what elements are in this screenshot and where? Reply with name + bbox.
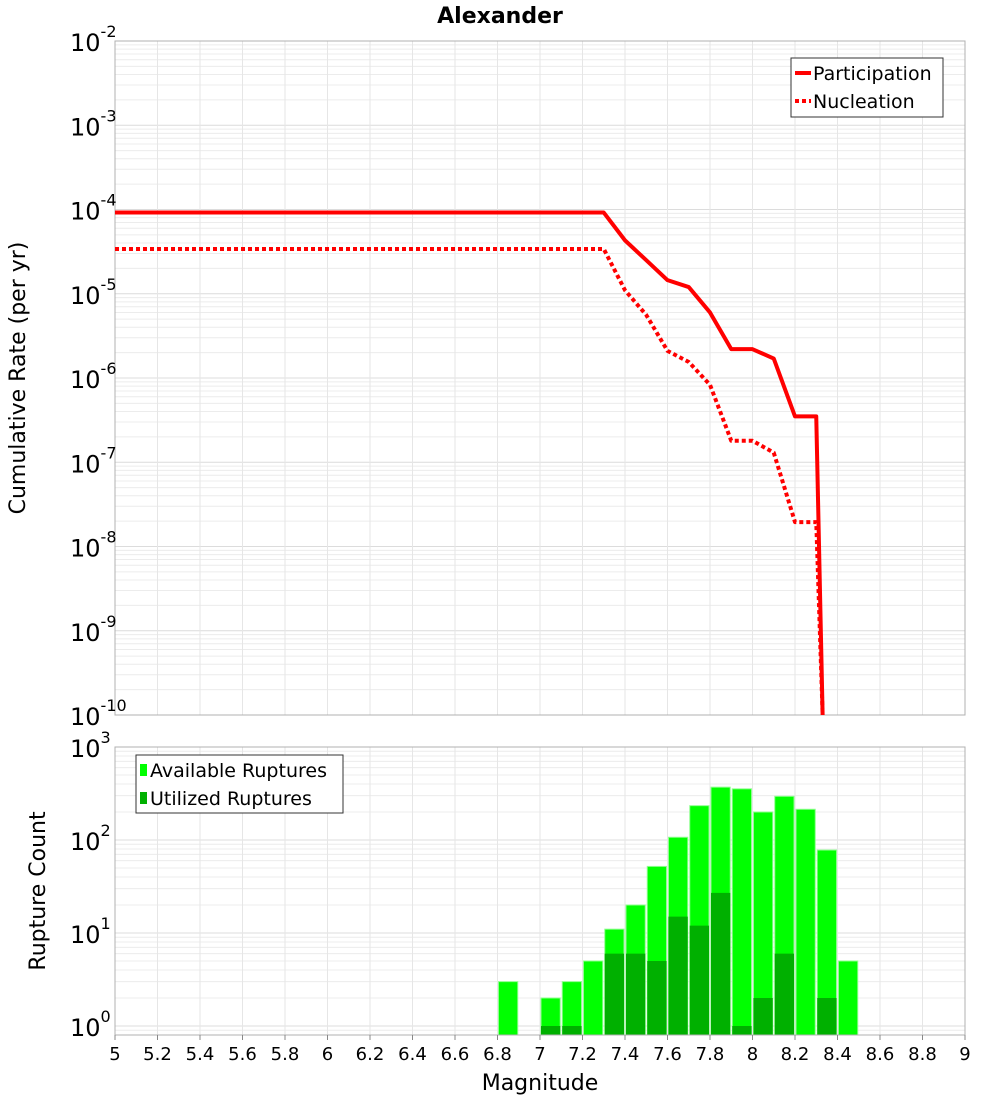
legend-box — [135, 754, 344, 814]
x-tick-label: 6.8 — [483, 1044, 512, 1065]
legend-label: Nucleation — [813, 91, 915, 113]
y-tick-label: 10-2 — [70, 22, 117, 57]
x-tick-label: 5.4 — [186, 1044, 215, 1065]
x-tick-label: 6.6 — [441, 1044, 470, 1065]
bar-available — [795, 808, 816, 1036]
bar-available — [583, 960, 604, 1036]
legend-swatch — [140, 764, 147, 776]
chart-title: Alexander — [437, 4, 563, 29]
legend-count: Available Ruptures Utilized Ruptures — [135, 754, 344, 814]
rate-plot: 10-10 10-9 10-8 10-7 10-6 10-5 10-4 10-3 10-2 Par… — [70, 22, 966, 731]
x-tick-label: 8.4 — [823, 1044, 852, 1065]
bar-utilized — [604, 953, 624, 1035]
y-tick-label: 10-4 — [70, 191, 117, 226]
y-tick-label: 10-5 — [70, 275, 117, 310]
x-tick-label: 6 — [322, 1044, 333, 1065]
x-axis-label: Magnitude — [482, 1071, 599, 1096]
x-tick-label: 8 — [747, 1044, 758, 1065]
x-tick-label: 8.6 — [866, 1044, 895, 1065]
x-tick-label: 8.8 — [908, 1044, 937, 1065]
y-tick-label: 10-8 — [70, 528, 117, 563]
legend-box — [790, 57, 944, 118]
x-tick-label: 5.6 — [228, 1044, 257, 1065]
bar-utilized — [541, 1026, 561, 1035]
bar-utilized — [668, 916, 688, 1035]
bar-available — [498, 981, 519, 1036]
bar-utilized — [647, 960, 667, 1035]
bar-utilized — [774, 953, 794, 1035]
legend-rate: Participation Nucleation — [790, 57, 944, 118]
x-tick-label: 6.4 — [398, 1044, 427, 1065]
legend-swatch — [140, 792, 147, 804]
x-tick-label: 5.8 — [271, 1044, 300, 1065]
x-tick-label: 7.8 — [696, 1044, 725, 1065]
series-line-nucleation — [115, 246, 825, 716]
y-tick-label: 10-3 — [70, 106, 117, 141]
legend-label: Available Ruptures — [150, 760, 327, 782]
bar-utilized — [753, 998, 773, 1035]
y-tick-label: 10-6 — [70, 359, 117, 394]
bar-available — [731, 788, 752, 1036]
x-tick-label: 9 — [959, 1044, 970, 1065]
bar-utilized — [562, 1026, 582, 1035]
y-tick-label: 10-7 — [70, 443, 117, 478]
legend-label: Participation — [813, 63, 932, 85]
bar-utilized — [732, 1026, 752, 1035]
y-tick-label: 10-9 — [70, 612, 117, 647]
x-tick-label: 7.2 — [568, 1044, 597, 1065]
x-tick-label: 7 — [534, 1044, 545, 1065]
bar-utilized — [689, 925, 709, 1035]
y-tick-label: 103 — [70, 728, 111, 763]
y-tick-label: 101 — [70, 914, 111, 949]
x-tick-label: 6.2 — [356, 1044, 385, 1065]
x-tick-label: 7.6 — [653, 1044, 682, 1065]
legend-label: Utilized Ruptures — [150, 788, 312, 810]
rupture-count-plot: 100 101 102 103 5 5.2 5.4 5.6 5.8 6 6.2 6.4 6.6 6.8 7 7… — [70, 728, 971, 1065]
x-tick-label: 5.2 — [143, 1044, 172, 1065]
bar-utilized — [711, 892, 731, 1035]
x-tick-label: 7.4 — [611, 1044, 640, 1065]
y-tick-label: 100 — [70, 1007, 111, 1042]
y-axis-label-rate: Cumulative Rate (per yr) — [6, 242, 31, 515]
x-tick-label: 5 — [109, 1044, 120, 1065]
y-tick-label: 10-10 — [70, 696, 127, 731]
x-tick-label: 8.2 — [781, 1044, 810, 1065]
bar-utilized — [626, 953, 646, 1035]
bar-available — [838, 960, 859, 1036]
plot-border — [114, 40, 966, 716]
y-axis-label-count: Rupture Count — [26, 811, 51, 971]
bar-utilized — [817, 998, 837, 1035]
y-tick-label: 102 — [70, 821, 111, 856]
series-line-participation — [115, 210, 825, 716]
